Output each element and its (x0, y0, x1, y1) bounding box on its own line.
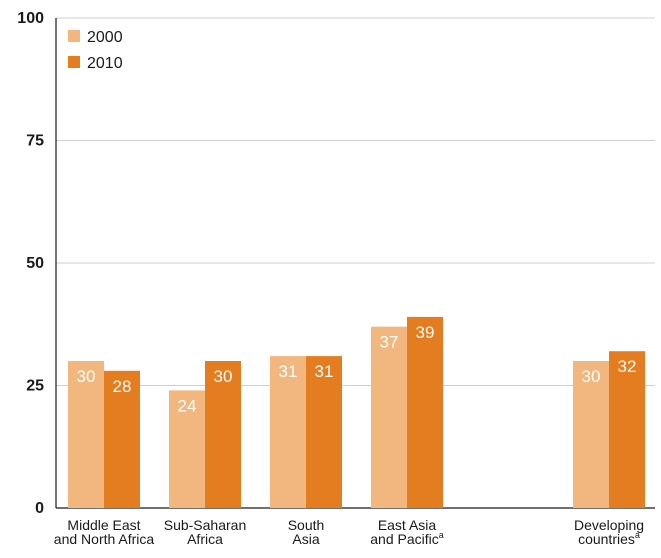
bar-value-label: 30 (214, 367, 233, 386)
x-tick-label-text: Middle East (67, 517, 140, 533)
y-tick-label: 100 (17, 10, 44, 27)
bar-value-label: 30 (77, 367, 96, 386)
x-tick-label: Asia (292, 531, 319, 547)
bar-value-label: 37 (380, 333, 399, 352)
x-tick-label-text: and North Africa (54, 531, 155, 547)
x-tick-label-text: and Pacific (370, 531, 438, 547)
bar-value-label: 28 (113, 377, 132, 396)
x-tick-label: South (288, 517, 325, 533)
x-tick-label: Middle East (67, 517, 140, 533)
bar-value-label: 24 (178, 396, 197, 415)
y-tick-label: 75 (26, 133, 44, 150)
x-tick-label-text: Asia (292, 531, 319, 547)
legend-swatch-2000 (68, 30, 80, 42)
y-tick-label: 25 (26, 378, 44, 395)
x-tick-label-text: countries (578, 531, 635, 547)
bar-value-label: 31 (279, 362, 298, 381)
bar-value-label: 31 (315, 362, 334, 381)
x-tick-label-text: Developing (574, 517, 644, 533)
bar-2010 (609, 351, 645, 508)
bar-value-label: 32 (618, 357, 637, 376)
x-tick-label: and North Africa (54, 531, 155, 547)
x-tick-label-text: East Asia (378, 517, 437, 533)
bar-2000 (371, 326, 407, 508)
x-tick-label: Developing (574, 517, 644, 533)
bar-2000 (573, 361, 609, 508)
bar-value-label: 30 (582, 367, 601, 386)
x-tick-label: Sub-Saharan (164, 517, 247, 533)
y-tick-label: 50 (26, 255, 44, 272)
bar-2000 (270, 356, 306, 508)
bar-2010 (306, 356, 342, 508)
x-tick-label-text: South (288, 517, 325, 533)
x-tick-label: Africa (187, 531, 223, 547)
bar-2010 (104, 370, 140, 508)
bar-2000 (68, 361, 104, 508)
x-tick-superscript: a (635, 530, 640, 540)
x-tick-superscript: a (439, 530, 444, 540)
bar-value-label: 39 (416, 323, 435, 342)
legend-label: 2000 (87, 29, 123, 46)
legend-swatch-2010 (68, 56, 80, 68)
bar-2010 (205, 361, 241, 508)
y-tick-label: 0 (35, 500, 44, 517)
legend-label: 2010 (87, 55, 123, 72)
x-tick-label: East Asia (378, 517, 437, 533)
x-tick-label-text: Sub-Saharan (164, 517, 247, 533)
x-tick-label: and Pacifica (370, 530, 444, 547)
bar-2000 (169, 390, 205, 508)
x-tick-label: countriesa (578, 530, 640, 547)
bar-2010 (407, 316, 443, 508)
x-tick-label-text: Africa (187, 531, 223, 547)
